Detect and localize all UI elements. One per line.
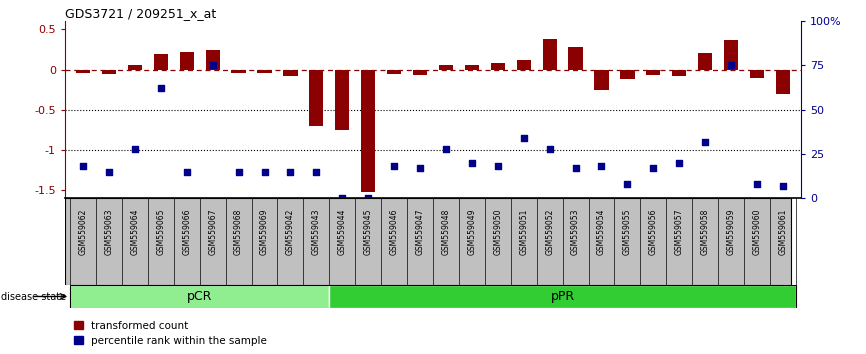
Point bbox=[283, 169, 297, 175]
Point bbox=[361, 195, 375, 201]
Text: GSM559059: GSM559059 bbox=[727, 209, 735, 255]
Point bbox=[698, 139, 712, 144]
Text: GSM559048: GSM559048 bbox=[442, 209, 450, 255]
Text: GSM559061: GSM559061 bbox=[779, 209, 787, 255]
Bar bbox=[465, 65, 479, 69]
Point bbox=[309, 169, 323, 175]
Text: GSM559049: GSM559049 bbox=[468, 209, 476, 255]
Legend: transformed count, percentile rank within the sample: transformed count, percentile rank withi… bbox=[70, 317, 271, 350]
Bar bbox=[329, 285, 796, 308]
Point bbox=[724, 63, 738, 68]
Point bbox=[257, 169, 271, 175]
Point bbox=[569, 165, 583, 171]
Bar bbox=[620, 69, 635, 79]
Bar bbox=[102, 69, 116, 74]
Text: GDS3721 / 209251_x_at: GDS3721 / 209251_x_at bbox=[65, 7, 216, 20]
Point bbox=[646, 165, 660, 171]
Text: GSM559042: GSM559042 bbox=[286, 209, 295, 255]
Bar bbox=[205, 50, 220, 69]
Bar bbox=[724, 40, 738, 69]
Text: GSM559054: GSM559054 bbox=[597, 209, 606, 255]
Text: GSM559053: GSM559053 bbox=[571, 209, 580, 255]
Bar bbox=[439, 65, 453, 69]
Bar bbox=[231, 69, 246, 73]
Text: GSM559046: GSM559046 bbox=[390, 209, 398, 255]
Bar bbox=[179, 52, 194, 69]
Point bbox=[387, 164, 401, 169]
Text: GSM559065: GSM559065 bbox=[157, 209, 165, 255]
Text: GSM559064: GSM559064 bbox=[131, 209, 139, 255]
Text: GSM559045: GSM559045 bbox=[364, 209, 372, 255]
Text: pPR: pPR bbox=[551, 290, 575, 303]
Point bbox=[102, 169, 116, 175]
Bar bbox=[698, 53, 712, 69]
Text: GSM559044: GSM559044 bbox=[338, 209, 346, 255]
Bar bbox=[776, 69, 790, 94]
Bar bbox=[568, 47, 583, 69]
Bar bbox=[491, 63, 505, 69]
Text: pCR: pCR bbox=[187, 290, 212, 303]
Text: GSM559057: GSM559057 bbox=[675, 209, 684, 255]
Text: GSM559069: GSM559069 bbox=[260, 209, 269, 255]
Text: GSM559047: GSM559047 bbox=[416, 209, 424, 255]
Point bbox=[465, 160, 479, 166]
Bar bbox=[335, 69, 349, 130]
Point bbox=[335, 195, 349, 201]
Point bbox=[595, 164, 609, 169]
Point bbox=[128, 146, 142, 152]
Bar bbox=[646, 69, 661, 75]
Bar bbox=[413, 69, 427, 75]
Point bbox=[180, 169, 194, 175]
Text: GSM559068: GSM559068 bbox=[234, 209, 243, 255]
Point bbox=[206, 63, 220, 68]
Point bbox=[76, 164, 90, 169]
Bar bbox=[257, 69, 272, 73]
Text: GSM559060: GSM559060 bbox=[753, 209, 761, 255]
Bar bbox=[387, 69, 401, 74]
Point bbox=[517, 135, 531, 141]
Text: GSM559056: GSM559056 bbox=[649, 209, 658, 255]
Text: GSM559051: GSM559051 bbox=[520, 209, 528, 255]
Point bbox=[750, 181, 764, 187]
Bar bbox=[283, 69, 298, 76]
Bar bbox=[517, 60, 531, 69]
Point bbox=[543, 146, 557, 152]
Bar bbox=[672, 69, 687, 76]
Text: GSM559062: GSM559062 bbox=[79, 209, 87, 255]
Point bbox=[491, 164, 505, 169]
Point bbox=[672, 160, 686, 166]
Point bbox=[413, 165, 427, 171]
Text: GSM559067: GSM559067 bbox=[208, 209, 217, 255]
Bar bbox=[542, 39, 557, 69]
Text: disease state: disease state bbox=[1, 292, 66, 302]
Text: GSM559052: GSM559052 bbox=[545, 209, 554, 255]
Text: GSM559043: GSM559043 bbox=[312, 209, 321, 255]
Point bbox=[232, 169, 246, 175]
Bar bbox=[361, 69, 375, 192]
Text: GSM559050: GSM559050 bbox=[494, 209, 502, 255]
Point bbox=[154, 86, 168, 91]
Bar bbox=[128, 65, 142, 69]
Bar bbox=[76, 69, 90, 73]
Bar bbox=[154, 54, 168, 69]
Text: GSM559055: GSM559055 bbox=[623, 209, 632, 255]
Text: GSM559063: GSM559063 bbox=[105, 209, 113, 255]
Bar bbox=[750, 69, 764, 78]
Bar bbox=[594, 69, 609, 90]
Bar bbox=[309, 69, 324, 126]
Bar bbox=[70, 285, 329, 308]
Point bbox=[620, 181, 634, 187]
Point bbox=[776, 183, 790, 189]
Text: GSM559058: GSM559058 bbox=[701, 209, 709, 255]
Text: GSM559066: GSM559066 bbox=[182, 209, 191, 255]
Point bbox=[439, 146, 453, 152]
